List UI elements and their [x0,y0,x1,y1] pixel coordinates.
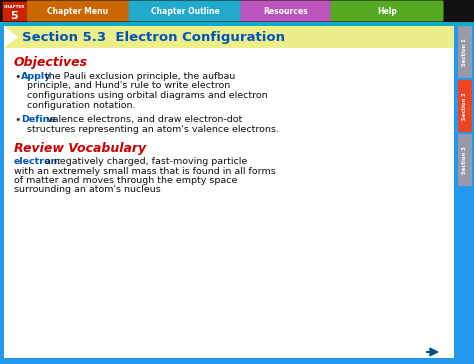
FancyBboxPatch shape [0,22,474,26]
Text: Define: Define [21,115,56,124]
FancyBboxPatch shape [472,22,474,364]
Text: Apply: Apply [21,72,51,81]
FancyBboxPatch shape [128,0,241,21]
Text: with an extremely small mass that is found in all forms: with an extremely small mass that is fou… [14,166,276,175]
Text: electron:: electron: [14,157,62,166]
Text: a negatively charged, fast-moving particle: a negatively charged, fast-moving partic… [42,157,247,166]
Text: Section 2: Section 2 [463,92,467,120]
FancyBboxPatch shape [0,0,474,22]
FancyBboxPatch shape [4,26,454,48]
Text: Chapter Menu: Chapter Menu [47,7,109,16]
Text: structures representing an atom's valence electrons.: structures representing an atom's valenc… [27,124,279,134]
FancyBboxPatch shape [330,0,444,21]
Text: Section 5.3  Electron Configuration: Section 5.3 Electron Configuration [22,31,285,44]
Text: Review Vocabulary: Review Vocabulary [14,142,146,155]
Text: Resources: Resources [264,7,308,16]
Text: the Pauli exclusion principle, the aufbau: the Pauli exclusion principle, the aufba… [42,72,236,81]
Text: configurations using orbital diagrams and electron: configurations using orbital diagrams an… [27,91,268,100]
Text: valence electrons, and draw electron-dot: valence electrons, and draw electron-dot [44,115,242,124]
Text: Section 1: Section 1 [463,38,467,66]
FancyBboxPatch shape [458,134,472,186]
Text: CHAPTER: CHAPTER [3,5,25,9]
FancyBboxPatch shape [0,358,474,364]
FancyBboxPatch shape [2,1,26,21]
Text: of matter and moves through the empty space: of matter and moves through the empty sp… [14,176,237,185]
FancyBboxPatch shape [458,80,472,132]
FancyBboxPatch shape [4,48,454,358]
Text: Objectives: Objectives [14,56,88,69]
FancyBboxPatch shape [27,0,129,21]
Text: 5: 5 [10,11,18,21]
Text: Help: Help [377,7,397,16]
Text: Section 3: Section 3 [463,146,467,174]
FancyBboxPatch shape [240,0,331,21]
Text: Chapter Outline: Chapter Outline [151,7,219,16]
Polygon shape [4,26,18,48]
Text: surrounding an atom's nucleus: surrounding an atom's nucleus [14,186,161,194]
Text: •: • [14,115,20,125]
Text: •: • [14,72,20,82]
Text: configuration notation.: configuration notation. [27,100,136,110]
FancyBboxPatch shape [0,22,4,364]
Text: principle, and Hund's rule to write electron: principle, and Hund's rule to write elec… [27,82,230,91]
FancyBboxPatch shape [458,26,472,78]
